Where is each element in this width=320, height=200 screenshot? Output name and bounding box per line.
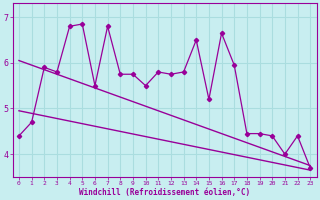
X-axis label: Windchill (Refroidissement éolien,°C): Windchill (Refroidissement éolien,°C) — [79, 188, 250, 197]
